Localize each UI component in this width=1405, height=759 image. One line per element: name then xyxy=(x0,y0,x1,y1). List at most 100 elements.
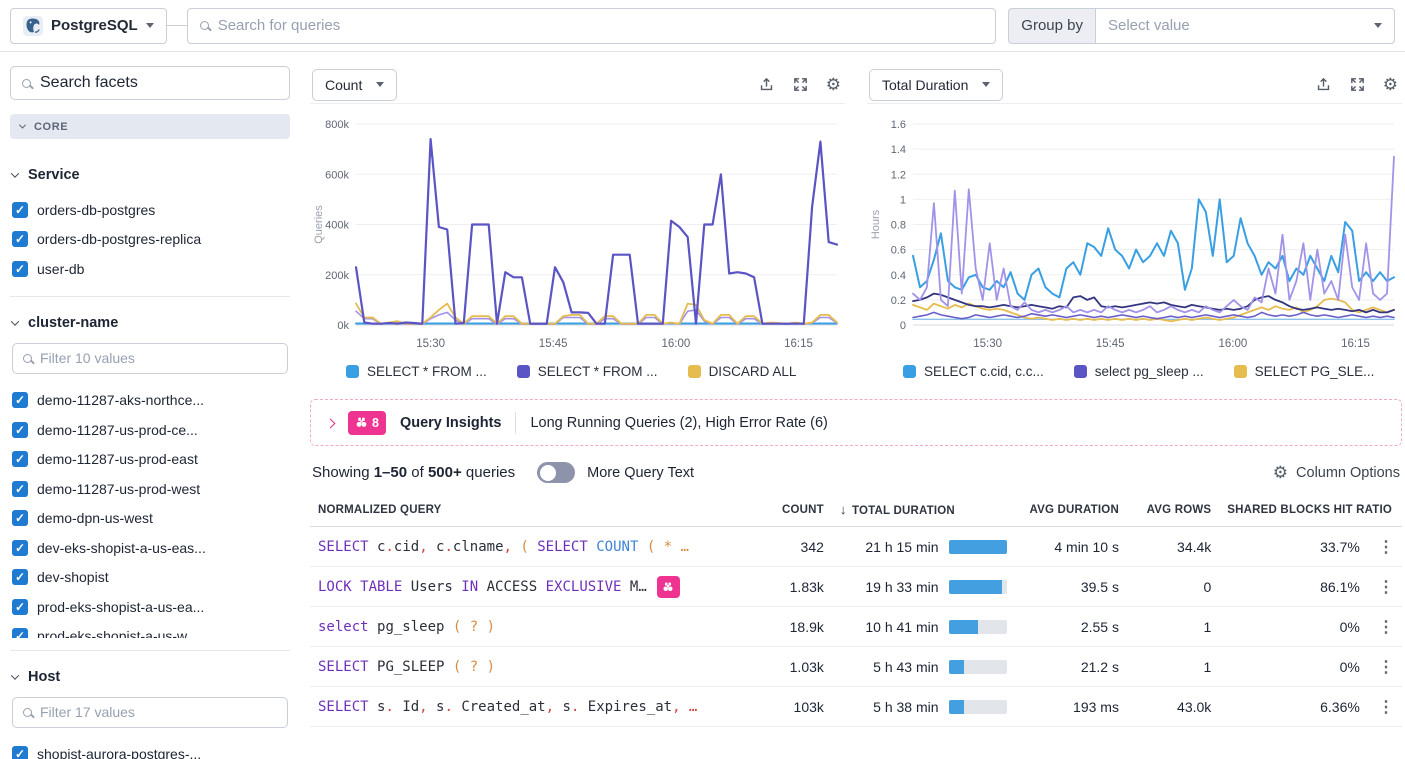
facet-value-item[interactable]: ✓ prod-eks-shopist-a-us-w xyxy=(12,622,288,638)
facet-value-item[interactable]: ✓ dev-shopist xyxy=(12,563,288,593)
svg-text:15:30: 15:30 xyxy=(416,338,445,350)
series-select-star-purple xyxy=(354,138,839,325)
checkbox-checked[interactable]: ✓ xyxy=(12,451,28,468)
svg-text:1: 1 xyxy=(900,194,906,206)
legend-item[interactable]: DISCARD ALL xyxy=(687,364,796,379)
facet-value-item[interactable]: ✓ orders-db-postgres xyxy=(12,195,288,225)
more-query-text-toggle[interactable] xyxy=(537,462,576,483)
legend-item[interactable]: SELECT c.cid, c.c... xyxy=(903,364,1044,379)
insights-badge: 8 xyxy=(348,410,386,435)
export-icon[interactable] xyxy=(1315,76,1332,93)
chart-card-total-duration: Total Duration ⚙ 1.6 1.4 1.2 1 0.8 0.6 0.4 0.2 0 15… xyxy=(867,66,1402,379)
main-content: Count ⚙ 800k 600k 400k 200k 0k 15:30 15:45 16:00 1… xyxy=(300,52,1405,759)
checkbox-checked[interactable]: ✓ xyxy=(12,480,28,497)
checkbox-checked[interactable]: ✓ xyxy=(12,628,28,638)
column-header-avg-duration[interactable]: Avg Duration xyxy=(1014,493,1127,527)
column-options-button[interactable]: ⚙ Column Options xyxy=(1273,464,1400,481)
facets-sidebar: Search facets CORE Service ✓ orders-db-pos… xyxy=(0,52,300,759)
column-header-count[interactable]: Count xyxy=(759,493,832,527)
legend-item[interactable]: select pg_sleep ... xyxy=(1073,364,1204,379)
column-header-avg-rows[interactable]: Avg Rows xyxy=(1126,493,1220,527)
chart-plot[interactable]: 800k 600k 400k 200k 0k 15:30 15:45 16:00 16:15 Qu… xyxy=(310,110,845,355)
table-row[interactable]: LOCK TABLE Users IN ACCESS EXCLUSIVE M… 1… xyxy=(310,566,1402,607)
checkbox-checked[interactable]: ✓ xyxy=(12,201,28,218)
group-by-select[interactable]: Select value xyxy=(1095,7,1395,44)
facet-filter-input[interactable]: Filter 10 values xyxy=(12,342,288,374)
facet-value-item[interactable]: ✓ demo-dpn-us-west xyxy=(12,504,288,534)
svg-text:1.4: 1.4 xyxy=(891,144,906,156)
checkbox-checked[interactable]: ✓ xyxy=(12,510,28,527)
avg-rows-cell: 34.4k xyxy=(1126,526,1220,567)
gear-icon[interactable]: ⚙ xyxy=(825,75,841,94)
normalized-query-cell[interactable]: SELECT c.cid, c.clname, ( SELECT COUNT (… xyxy=(310,526,760,567)
legend-item[interactable]: SELECT PG_SLE... xyxy=(1233,364,1374,379)
insight-badge[interactable] xyxy=(656,575,680,598)
svg-text:400k: 400k xyxy=(325,220,349,232)
kebab-menu-icon[interactable]: ⋮ xyxy=(1378,698,1394,716)
kebab-menu-icon[interactable]: ⋮ xyxy=(1378,618,1394,636)
svg-text:15:45: 15:45 xyxy=(539,338,568,350)
facet-value-item[interactable]: ✓ demo-11287-aks-northce... xyxy=(12,386,288,416)
column-header-total-duration[interactable]: ↓ Total Duration xyxy=(831,493,1015,527)
legend-swatch xyxy=(1233,365,1247,378)
checkbox-checked[interactable]: ✓ xyxy=(12,598,28,615)
checkbox-checked[interactable]: ✓ xyxy=(12,569,28,586)
gear-icon[interactable]: ⚙ xyxy=(1382,75,1398,94)
core-section-label: CORE xyxy=(34,120,69,133)
svg-text:0: 0 xyxy=(900,320,906,332)
query-insights-banner[interactable]: 8 Query Insights Long Running Queries (2… xyxy=(310,399,1402,446)
facet-value-item[interactable]: ✓ prod-eks-shopist-a-us-ea... xyxy=(12,592,288,622)
normalized-query-cell[interactable]: SELECT s. Id, s. Created_at, s. Expires_… xyxy=(310,686,760,727)
legend-item[interactable]: SELECT * FROM ... xyxy=(516,364,658,379)
facet-value-item[interactable]: ✓ user-db xyxy=(12,254,288,284)
checkbox-checked[interactable]: ✓ xyxy=(12,392,28,409)
hit-ratio-cell: 0% xyxy=(1219,606,1368,647)
chevron-down-icon xyxy=(10,316,20,326)
kebab-menu-icon[interactable]: ⋮ xyxy=(1378,578,1394,596)
checkbox-checked[interactable]: ✓ xyxy=(12,746,28,759)
chart-plot[interactable]: 1.6 1.4 1.2 1 0.8 0.6 0.4 0.2 0 15:30 15:45 16:00 16… xyxy=(867,110,1402,355)
facet-value-item[interactable]: ✓ demo-11287-us-prod-east xyxy=(12,445,288,475)
facet-value-item[interactable]: ✓ orders-db-postgres-replica xyxy=(12,225,288,255)
checkbox-checked[interactable]: ✓ xyxy=(12,231,28,248)
column-header-shared-blocks-hit-ratio[interactable]: Shared Blocks Hit Ratio xyxy=(1219,493,1392,527)
metric-selector[interactable]: Count xyxy=(312,68,398,101)
facet-search-input[interactable]: Search facets xyxy=(10,66,290,100)
core-section-header[interactable]: CORE xyxy=(10,114,290,139)
normalized-query-cell[interactable]: SELECT PG_SLEEP ( ? ) xyxy=(310,646,760,687)
export-icon[interactable] xyxy=(758,76,775,93)
checkbox-checked[interactable]: ✓ xyxy=(12,539,28,556)
checkbox-checked[interactable]: ✓ xyxy=(12,260,28,277)
fullscreen-icon[interactable] xyxy=(1349,76,1366,93)
query-search-input[interactable]: Search for queries xyxy=(186,7,997,44)
facet-value-item[interactable]: ✓ shopist-aurora-postgres-... xyxy=(12,740,288,759)
facet-title-service[interactable]: Service xyxy=(10,167,288,183)
table-row[interactable]: SELECT PG_SLEEP ( ? ) 1.03k 5 h 43 min 21.2… xyxy=(310,646,1402,687)
table-row[interactable]: SELECT c.cid, c.clname, ( SELECT COUNT (… xyxy=(310,526,1402,567)
svg-text:600k: 600k xyxy=(325,169,349,181)
facet-value-item[interactable]: ✓ demo-11287-us-prod-ce... xyxy=(12,415,288,445)
fullscreen-icon[interactable] xyxy=(792,76,809,93)
column-header-normalized-query[interactable]: Normalized Query xyxy=(310,493,760,527)
facet-title-host[interactable]: Host xyxy=(10,669,288,685)
table-row[interactable]: select pg_sleep ( ? ) 18.9k 10 h 41 min 2.5… xyxy=(310,606,1402,647)
facet-value-item[interactable]: ✓ demo-11287-us-prod-west xyxy=(12,474,288,504)
legend-item[interactable]: SELECT * FROM ... xyxy=(346,364,487,379)
kebab-menu-icon[interactable]: ⋮ xyxy=(1378,538,1394,556)
series-light-purple-spiky xyxy=(912,155,1395,314)
checkbox-checked[interactable]: ✓ xyxy=(12,421,28,438)
facet-value-list: ✓ orders-db-postgres ✓ orders-db-postgres-r… xyxy=(12,195,288,284)
facet-filter-input[interactable]: Filter 17 values xyxy=(12,696,288,728)
column-header-actions[interactable] xyxy=(1367,493,1402,527)
product-selector[interactable]: PostgreSQL xyxy=(10,7,167,44)
kebab-menu-icon[interactable]: ⋮ xyxy=(1378,658,1394,676)
chevron-down-icon xyxy=(376,82,385,87)
facet-value-item[interactable]: ✓ dev-eks-shopist-a-us-eas... xyxy=(12,533,288,563)
facet-title-cluster-name[interactable]: cluster-name xyxy=(10,315,288,331)
chevron-down-icon xyxy=(10,169,20,178)
normalized-query-cell[interactable]: LOCK TABLE Users IN ACCESS EXCLUSIVE M… xyxy=(310,566,760,607)
metric-selector[interactable]: Total Duration xyxy=(869,68,1004,101)
chart-actions: ⚙ xyxy=(1315,76,1398,93)
table-row[interactable]: SELECT s. Id, s. Created_at, s. Expires_… xyxy=(310,686,1402,727)
normalized-query-cell[interactable]: select pg_sleep ( ? ) xyxy=(310,606,760,647)
